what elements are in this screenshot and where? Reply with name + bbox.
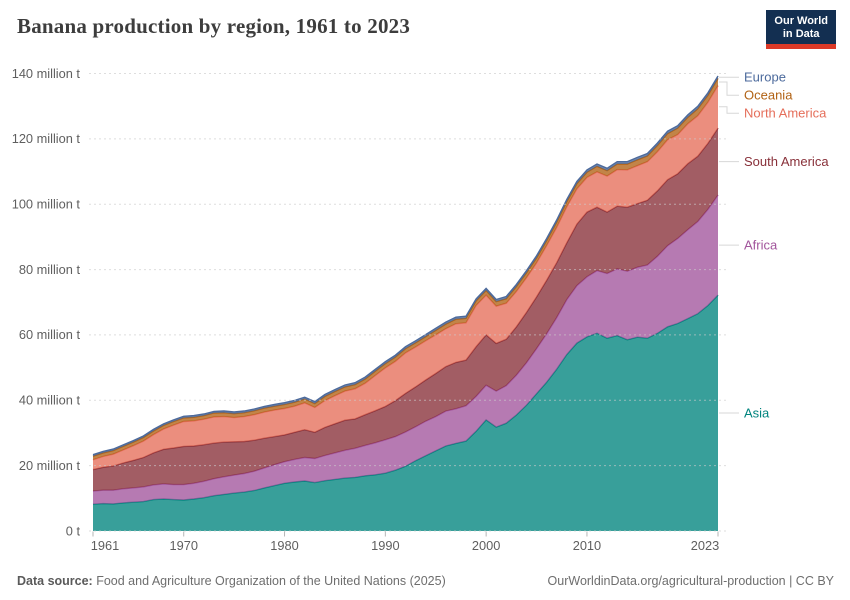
legend: Europe Oceania North America South America A… bbox=[719, 70, 829, 421]
plot-areas[interactable] bbox=[92, 75, 719, 531]
x-tick-label: 1961 bbox=[91, 538, 119, 553]
data-source-text: Food and Agriculture Organization of the… bbox=[96, 574, 446, 588]
legend-label-north-america[interactable]: North America bbox=[744, 106, 827, 121]
chart-footer: Data source: Food and Agriculture Organi… bbox=[17, 574, 834, 588]
owid-logo-line2: in Data bbox=[782, 28, 820, 40]
owid-logo: Our World in Data bbox=[766, 10, 836, 49]
x-tick-label: 2010 bbox=[573, 538, 601, 553]
page-title: Banana production by region, 1961 to 202… bbox=[17, 14, 411, 38]
area-africa[interactable] bbox=[93, 195, 718, 505]
edge-europe bbox=[92, 75, 719, 456]
y-tick-label: 100 million t bbox=[12, 197, 81, 212]
x-axis: 1961 1970 1980 1990 2000 2010 2023 bbox=[91, 531, 719, 553]
legend-label-oceania[interactable]: Oceania bbox=[744, 88, 793, 103]
y-tick-label: 60 million t bbox=[19, 327, 81, 342]
x-tick-label: 2023 bbox=[691, 538, 719, 553]
y-tick-label: 80 million t bbox=[19, 262, 81, 277]
gridlines bbox=[89, 73, 727, 532]
y-tick-label: 140 million t bbox=[12, 66, 81, 81]
area-south-america[interactable] bbox=[93, 128, 718, 492]
legend-label-south-america[interactable]: South America bbox=[744, 154, 829, 169]
area-asia[interactable] bbox=[93, 295, 718, 531]
x-tick-label: 1980 bbox=[270, 538, 298, 553]
data-source: Data source: Food and Agriculture Organi… bbox=[17, 574, 446, 588]
area-north-america[interactable] bbox=[93, 85, 718, 470]
x-tick-label: 1990 bbox=[371, 538, 399, 553]
y-tick-label: 0 t bbox=[66, 523, 81, 538]
data-source-label: Data source: bbox=[17, 574, 93, 588]
legend-label-africa[interactable]: Africa bbox=[744, 238, 778, 253]
legend-connector-north-america bbox=[719, 106, 739, 114]
y-tick-label: 20 million t bbox=[19, 458, 81, 473]
legend-label-asia[interactable]: Asia bbox=[744, 406, 770, 421]
owid-logo-line1: Our World bbox=[774, 15, 828, 27]
x-tick-label: 1970 bbox=[169, 538, 197, 553]
legend-connector-oceania bbox=[719, 81, 739, 96]
y-axis-labels: 0 t 20 million t 40 million t 60 million t 8… bbox=[12, 66, 81, 538]
y-tick-label: 40 million t bbox=[19, 393, 81, 408]
legend-label-europe[interactable]: Europe bbox=[744, 70, 786, 85]
owid-link[interactable]: OurWorldinData.org/agricultural-producti… bbox=[547, 574, 834, 588]
y-tick-label: 120 million t bbox=[12, 131, 81, 146]
x-tick-label: 2000 bbox=[472, 538, 500, 553]
